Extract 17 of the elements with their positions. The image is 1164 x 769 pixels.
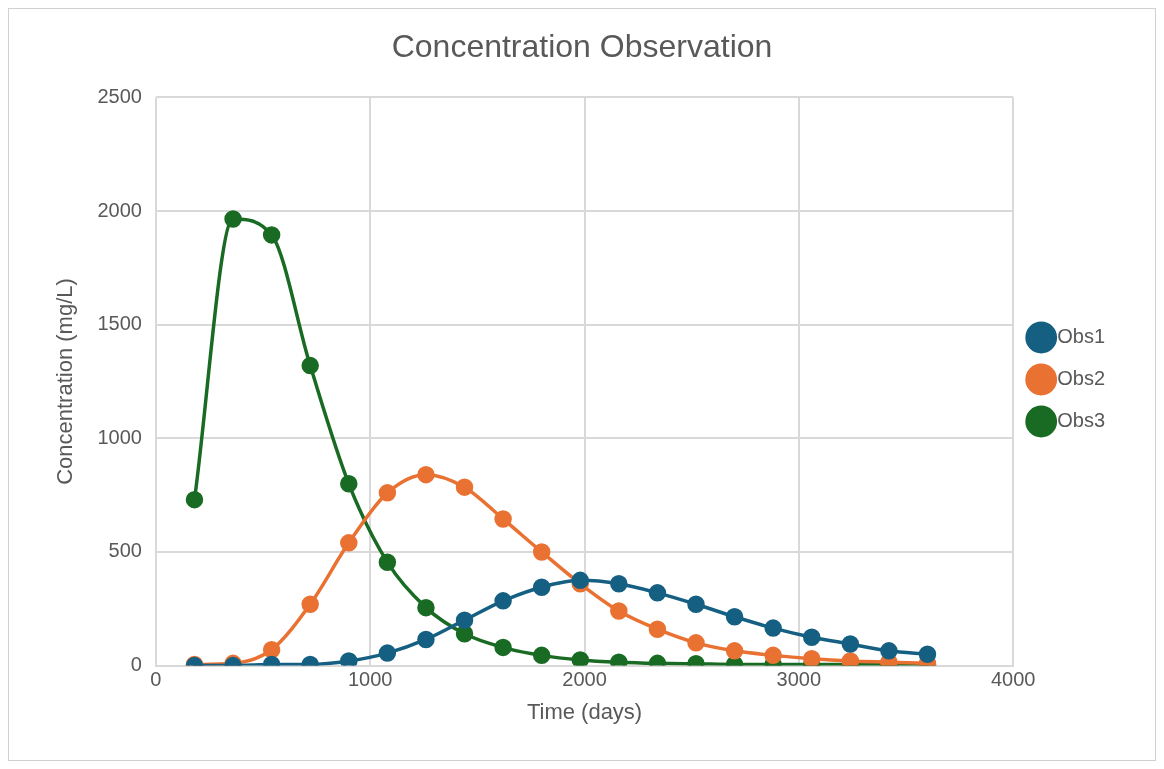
chart-title: Concentration Observation (391, 28, 773, 65)
x-tick-label: 1000 (347, 668, 393, 691)
legend-label: Obs2 (1057, 367, 1106, 390)
legend-label: Obs3 (1057, 409, 1106, 432)
legend-label: Obs1 (1057, 325, 1106, 348)
y-tick-label: 0 (130, 653, 142, 676)
x-axis-title: Time (days) (526, 698, 643, 724)
y-tick-label: 2000 (97, 198, 142, 221)
x-tick-label: 0 (150, 668, 162, 691)
x-tick-label: 4000 (990, 668, 1036, 691)
y-tick-label: 1500 (97, 312, 142, 335)
y-tick-label: 1000 (97, 425, 142, 448)
y-tick-label: 2500 (97, 84, 142, 107)
x-tick-label: 3000 (776, 668, 822, 691)
y-tick-label: 500 (108, 539, 142, 562)
x-tick-label: 2000 (562, 668, 607, 691)
y-axis-title: Concentration (mg/L) (52, 278, 78, 485)
